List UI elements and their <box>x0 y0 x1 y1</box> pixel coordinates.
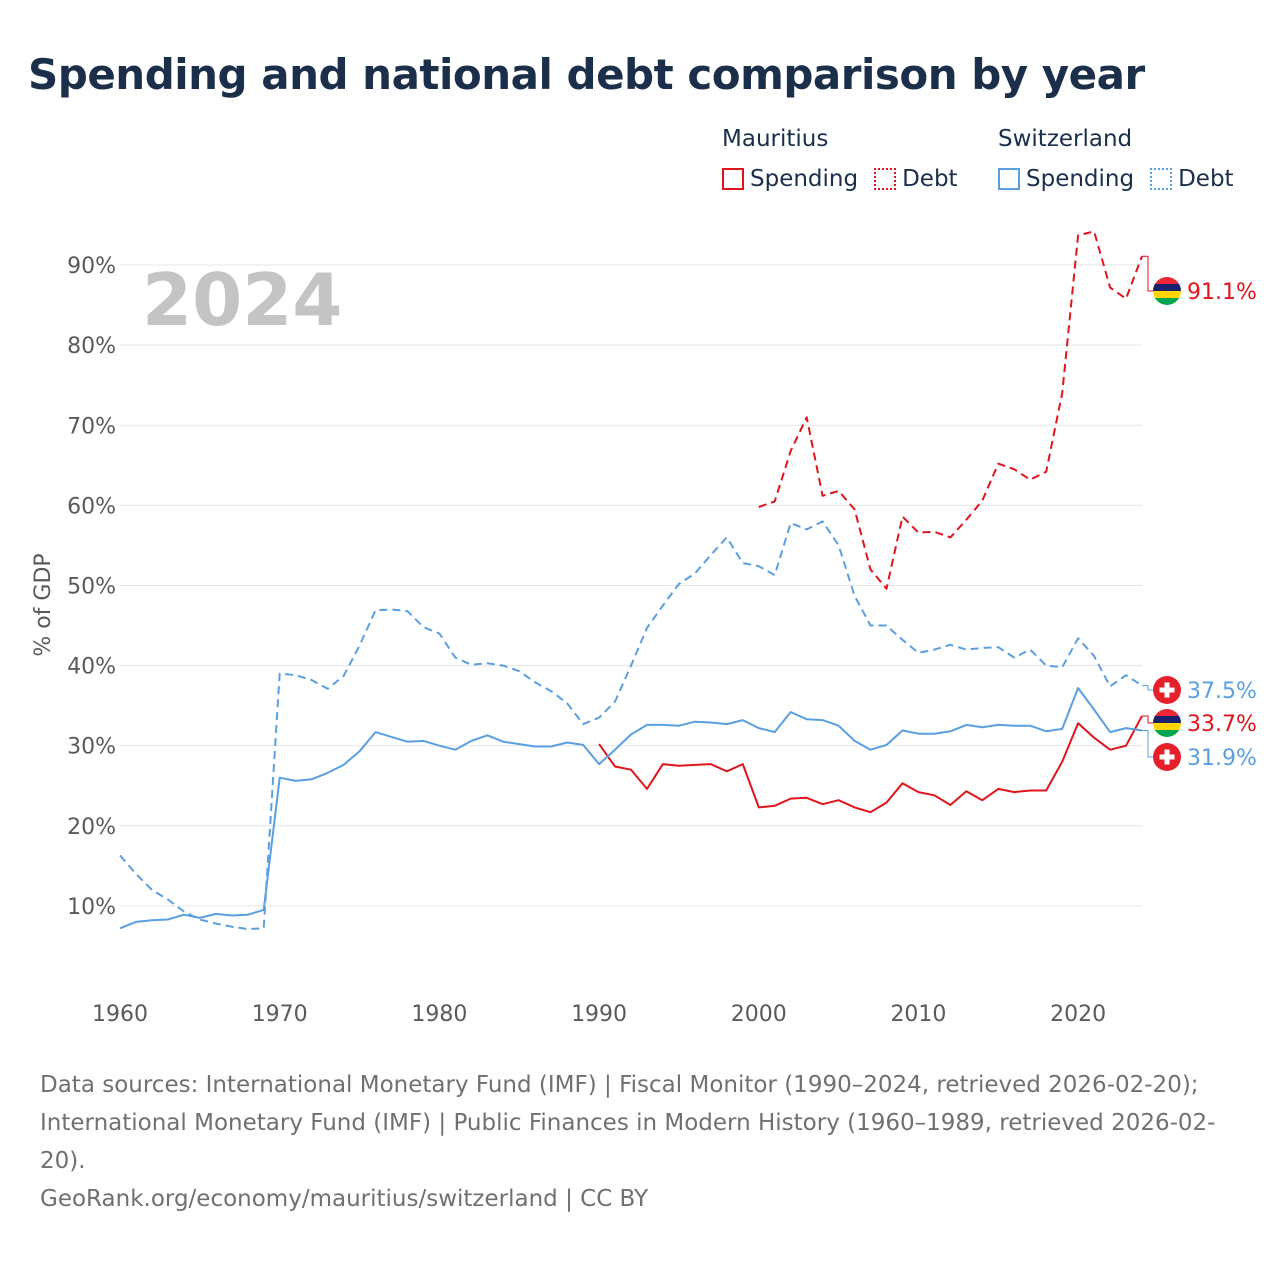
y-tick-label: 20% <box>67 815 116 840</box>
x-tick-label: 1980 <box>411 1002 467 1027</box>
y-tick-label: 80% <box>67 334 116 359</box>
y-tick-label: 90% <box>67 254 116 279</box>
end-value-label: 31.9% <box>1187 746 1257 771</box>
mauritius-flag-icon <box>1153 709 1181 737</box>
switzerland-flag-icon <box>1153 676 1181 704</box>
flag-stripe <box>1153 277 1181 284</box>
legend-item-mauritius-spending[interactable]: Spending <box>722 166 858 192</box>
flag-stripe <box>1153 298 1181 305</box>
y-axis-label: % of GDP <box>31 553 56 656</box>
mauritius-flag-icon <box>1153 277 1181 305</box>
end-label-connector <box>1142 685 1153 691</box>
y-tick-label: 10% <box>67 895 116 920</box>
end-label-connector <box>1142 729 1153 758</box>
legend-item-switzerland-spending[interactable]: Spending <box>998 166 1134 192</box>
flag-stripe <box>1153 291 1181 298</box>
series-line-switzerland-spending <box>119 687 1143 930</box>
legend-country-mauritius: Mauritius <box>722 126 829 152</box>
year-watermark: 2024 <box>142 258 342 342</box>
legend-item-mauritius-debt[interactable]: Debt <box>874 166 958 192</box>
flag-stripe <box>1153 709 1181 716</box>
end-value-label: 37.5% <box>1187 679 1257 704</box>
end-label-connector <box>1142 715 1153 724</box>
y-tick-label: 50% <box>67 574 116 599</box>
legend-item-switzerland-debt[interactable]: Debt <box>1150 166 1234 192</box>
series-line-mauritius-debt <box>758 230 1143 590</box>
y-tick-label: 60% <box>67 494 116 519</box>
legend-swatch-solid-icon <box>998 168 1020 190</box>
legend-label: Spending <box>750 166 859 192</box>
y-tick-label: 40% <box>67 655 116 680</box>
legend-label: Debt <box>1178 166 1234 192</box>
footer: Data sources: International Monetary Fun… <box>40 1066 1240 1218</box>
series-line-switzerland-debt <box>119 520 1143 931</box>
legend-swatch-dotted-icon <box>1150 168 1173 190</box>
y-tick-label: 70% <box>67 414 116 439</box>
end-label-connector <box>1142 255 1153 292</box>
x-tick-label: 2010 <box>890 1002 946 1027</box>
legend-switzerland: Switzerland Spending Debt <box>998 124 1234 192</box>
line-chart: 10% 20% 30% 40% 50% 60% 70% 80% 90% 1960 1970 1980 1… <box>31 230 1257 1027</box>
legend-country-switzerland: Switzerland <box>998 126 1133 152</box>
series-line-mauritius-spending <box>598 715 1143 814</box>
flag-stripe <box>1153 730 1181 737</box>
credit-link[interactable]: GeoRank.org/economy/mauritius/switzerlan… <box>40 1186 649 1212</box>
x-tick-label: 2020 <box>1050 1002 1106 1027</box>
x-tick-label: 2000 <box>731 1002 787 1027</box>
flag-cross-v <box>1164 749 1170 765</box>
y-tick-label: 30% <box>67 735 116 760</box>
data-sources: Data sources: International Monetary Fun… <box>40 1072 1216 1174</box>
flag-stripe <box>1153 716 1181 723</box>
legend-swatch-solid-icon <box>722 168 744 190</box>
x-tick-label: 1960 <box>92 1002 148 1027</box>
legend-label: Spending <box>1026 166 1135 192</box>
legend-label: Debt <box>902 166 958 192</box>
x-tick-label: 1970 <box>252 1002 308 1027</box>
chart-title: Spending and national debt comparison by… <box>28 50 1145 99</box>
flag-stripe <box>1153 723 1181 730</box>
flag-cross-v <box>1164 682 1170 698</box>
end-value-label: 33.7% <box>1187 712 1257 737</box>
end-value-label: 91.1% <box>1187 280 1257 305</box>
flag-stripe <box>1153 284 1181 291</box>
x-tick-label: 1990 <box>571 1002 627 1027</box>
legend-swatch-dotted-icon <box>874 168 897 190</box>
legend-mauritius: Mauritius Spending Debt <box>722 124 958 192</box>
switzerland-flag-icon <box>1153 743 1181 771</box>
